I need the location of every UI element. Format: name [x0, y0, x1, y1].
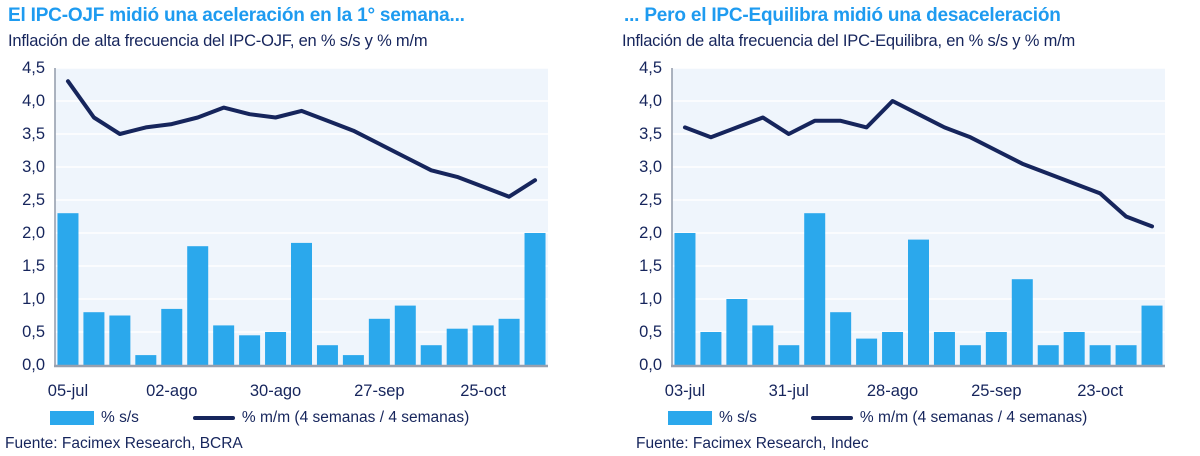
chart-panel-ipc-ojf: El IPC-OJF midió una aceleración en la 1…: [0, 5, 548, 452]
svg-text:28-ago: 28-ago: [867, 382, 918, 400]
line-series-swatch-icon: [810, 416, 853, 420]
svg-text:3,5: 3,5: [22, 125, 45, 143]
bar-series-label: % s/s: [719, 409, 757, 426]
svg-text:3,0: 3,0: [22, 158, 45, 176]
legend-item-bars: % s/s: [50, 409, 139, 427]
svg-text:1,5: 1,5: [639, 257, 662, 275]
chart-title-ipc-equilibra: ... Pero el IPC-Equilibra midió una desa…: [624, 5, 1061, 26]
svg-text:3,5: 3,5: [639, 125, 662, 143]
line-series-swatch-icon: [192, 416, 235, 420]
bar-series-swatch-icon: [50, 411, 94, 425]
svg-text:23-oct: 23-oct: [1077, 382, 1123, 400]
svg-text:0,0: 0,0: [22, 356, 45, 374]
line-series-label: % m/m (4 semanas / 4 semanas): [859, 409, 1088, 426]
bar-series-swatch-icon: [668, 411, 712, 425]
svg-text:1,0: 1,0: [639, 290, 662, 308]
svg-text:05-jul: 05-jul: [48, 382, 88, 400]
chart-subtitle-ipc-ojf: Inflación de alta frecuencia del IPC-OJF…: [8, 32, 428, 50]
svg-text:2,5: 2,5: [22, 191, 45, 209]
svg-text:27-sep: 27-sep: [354, 382, 404, 400]
svg-text:4,5: 4,5: [22, 59, 45, 77]
chart-title-ipc-ojf: El IPC-OJF midió una aceleración en la 1…: [8, 5, 465, 26]
svg-text:2,5: 2,5: [639, 191, 662, 209]
line-series-label: % m/m (4 semanas / 4 semanas): [241, 409, 470, 426]
svg-text:0,5: 0,5: [22, 323, 45, 341]
bar-series-label: % s/s: [101, 409, 139, 426]
svg-text:0,0: 0,0: [639, 356, 662, 374]
legend-item-bars: % s/s: [668, 409, 757, 427]
svg-text:4,0: 4,0: [22, 92, 45, 110]
svg-text:1,5: 1,5: [22, 257, 45, 275]
chart-panel-ipc-equilibra: ... Pero el IPC-Equilibra midió una desa…: [600, 0, 1200, 456]
chart-legend: % s/s % m/m (4 semanas / 4 semanas): [600, 409, 1087, 427]
svg-text:2,0: 2,0: [22, 224, 45, 242]
source-note-bcra: Fuente: Facimex Research, BCRA: [5, 435, 243, 452]
chart-legend: % s/s % m/m (4 semanas / 4 semanas): [0, 409, 469, 427]
svg-text:31-jul: 31-jul: [769, 382, 809, 400]
svg-text:30-ago: 30-ago: [250, 382, 301, 400]
legend-item-line: % m/m (4 semanas / 4 semanas): [192, 409, 470, 427]
svg-text:02-ago: 02-ago: [146, 382, 197, 400]
svg-text:2,0: 2,0: [639, 224, 662, 242]
legend-item-line: % m/m (4 semanas / 4 semanas): [810, 409, 1088, 427]
chart-subtitle-ipc-equilibra: Inflación de alta frecuencia del IPC-Equ…: [622, 32, 1076, 50]
svg-text:4,0: 4,0: [639, 92, 662, 110]
svg-text:4,5: 4,5: [639, 59, 662, 77]
svg-text:1,0: 1,0: [22, 290, 45, 308]
svg-text:25-sep: 25-sep: [971, 382, 1021, 400]
source-note-indec: Fuente: Facimex Research, Indec: [636, 435, 869, 452]
svg-text:0,5: 0,5: [639, 323, 662, 341]
ipc-equilibra-combo-chart: 0,0 0,5 1,0 1,5 2,0 2,5 3,0 3,5 4,0 4,5 03-jul 31-j…: [639, 59, 1165, 400]
svg-text:03-jul: 03-jul: [665, 382, 705, 400]
svg-text:3,0: 3,0: [639, 158, 662, 176]
ipc-ojf-combo-chart: 0,0 0,5 1,0 1,5 2,0 2,5 3,0 3,5 4,0 4,5 05-jul 02-a…: [22, 59, 548, 400]
svg-text:25-oct: 25-oct: [460, 382, 506, 400]
